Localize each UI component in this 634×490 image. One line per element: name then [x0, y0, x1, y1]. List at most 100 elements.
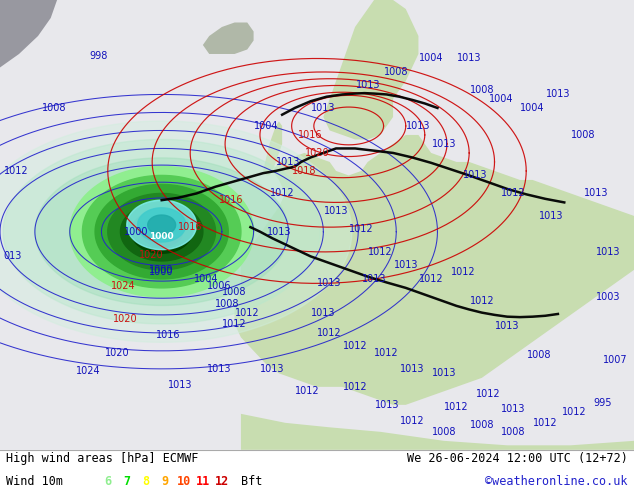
Text: 1013: 1013	[432, 139, 456, 149]
Text: 1012: 1012	[343, 382, 367, 392]
Text: 1012: 1012	[270, 189, 294, 198]
Text: 1008: 1008	[470, 420, 494, 430]
Text: 1008: 1008	[215, 298, 239, 309]
Text: 1012: 1012	[318, 328, 342, 338]
Polygon shape	[323, 0, 418, 140]
Text: 1012: 1012	[451, 267, 475, 277]
Polygon shape	[108, 194, 216, 270]
Text: 1008: 1008	[527, 350, 551, 360]
Text: 1016: 1016	[178, 222, 202, 232]
Polygon shape	[241, 414, 634, 450]
Text: 1013: 1013	[324, 206, 348, 217]
Text: 1004: 1004	[419, 53, 443, 64]
Text: 1024: 1024	[112, 281, 136, 291]
Text: ©weatheronline.co.uk: ©weatheronline.co.uk	[485, 475, 628, 488]
Text: 1013: 1013	[318, 278, 342, 289]
Polygon shape	[158, 229, 165, 234]
Polygon shape	[203, 23, 254, 54]
Polygon shape	[150, 223, 173, 240]
Text: 1013: 1013	[267, 227, 291, 237]
Text: 1013: 1013	[394, 260, 418, 270]
Text: 1008: 1008	[223, 287, 247, 297]
Polygon shape	[3, 140, 320, 324]
Text: 1012: 1012	[4, 166, 28, 176]
Text: 1013: 1013	[356, 80, 380, 91]
Text: 12: 12	[215, 475, 229, 488]
Text: Wind 10m: Wind 10m	[6, 475, 63, 488]
Text: 1012: 1012	[419, 274, 443, 284]
Polygon shape	[263, 122, 282, 175]
Text: 1013: 1013	[597, 247, 621, 257]
Polygon shape	[82, 175, 241, 288]
Text: 1012: 1012	[562, 407, 586, 416]
Text: 1006: 1006	[207, 281, 231, 291]
Text: 1000: 1000	[150, 232, 174, 241]
Text: 1012: 1012	[400, 416, 424, 426]
Polygon shape	[235, 135, 634, 405]
Text: 7: 7	[123, 475, 131, 488]
Text: 1012: 1012	[533, 418, 557, 428]
Text: 1008: 1008	[42, 103, 66, 113]
Text: 1013: 1013	[169, 380, 193, 390]
Text: 1012: 1012	[501, 189, 526, 198]
Text: Bft: Bft	[241, 475, 262, 488]
Text: 1012: 1012	[295, 386, 320, 396]
Text: 1016: 1016	[156, 330, 180, 340]
Text: 1012: 1012	[223, 319, 247, 329]
Text: 1008: 1008	[432, 427, 456, 437]
Text: 1012: 1012	[375, 348, 399, 358]
Text: 1013: 1013	[495, 321, 519, 331]
Text: 1013: 1013	[540, 211, 564, 221]
Text: 10: 10	[177, 475, 191, 488]
Text: 1013: 1013	[584, 189, 608, 198]
Text: 1003: 1003	[597, 292, 621, 302]
Text: 1000: 1000	[150, 265, 174, 275]
Text: 1013: 1013	[276, 157, 301, 167]
Polygon shape	[131, 210, 192, 253]
Text: 8: 8	[142, 475, 150, 488]
Text: 1012: 1012	[470, 296, 494, 306]
Text: 1004: 1004	[489, 94, 513, 104]
Text: 1013: 1013	[546, 90, 570, 99]
Text: 1004: 1004	[521, 103, 545, 113]
Polygon shape	[0, 0, 57, 68]
Text: 1016: 1016	[299, 130, 323, 140]
Text: 1004: 1004	[254, 121, 278, 131]
Text: We 26-06-2024 12:00 UTC (12+72): We 26-06-2024 12:00 UTC (12+72)	[407, 452, 628, 465]
Text: 1012: 1012	[349, 224, 373, 234]
Polygon shape	[148, 215, 176, 235]
Polygon shape	[141, 217, 183, 246]
Text: 1004: 1004	[194, 274, 218, 284]
Text: 1024: 1024	[77, 366, 101, 376]
Text: 1007: 1007	[603, 355, 627, 365]
Text: 1018: 1018	[292, 166, 316, 176]
Text: 1016: 1016	[219, 195, 243, 205]
Text: 1012: 1012	[235, 308, 259, 318]
Text: 1000: 1000	[124, 227, 148, 237]
Polygon shape	[70, 167, 254, 297]
Text: 1013: 1013	[311, 308, 335, 318]
Text: 1013: 1013	[261, 364, 285, 374]
Text: 1013: 1013	[432, 368, 456, 378]
Text: 1013: 1013	[362, 274, 386, 284]
Text: 1020: 1020	[105, 348, 129, 358]
Polygon shape	[35, 158, 288, 305]
Text: 1013: 1013	[311, 103, 335, 113]
Text: 1020: 1020	[113, 315, 138, 324]
Text: 1008: 1008	[384, 67, 408, 77]
Text: 013: 013	[4, 251, 22, 261]
Text: 9: 9	[161, 475, 169, 488]
Text: 1012: 1012	[343, 342, 367, 351]
Text: 6: 6	[104, 475, 112, 488]
Text: 1013: 1013	[400, 364, 424, 374]
Polygon shape	[120, 202, 203, 261]
Text: 1008: 1008	[470, 85, 494, 95]
Text: 1020: 1020	[139, 250, 163, 261]
Text: 1013: 1013	[375, 400, 399, 410]
Text: 1013: 1013	[207, 364, 231, 374]
Text: 1013: 1013	[501, 404, 526, 415]
Text: High wind areas [hPa] ECMWF: High wind areas [hPa] ECMWF	[6, 452, 198, 465]
Text: 1020: 1020	[305, 148, 329, 158]
Polygon shape	[95, 184, 228, 279]
Text: 1012: 1012	[444, 402, 469, 412]
